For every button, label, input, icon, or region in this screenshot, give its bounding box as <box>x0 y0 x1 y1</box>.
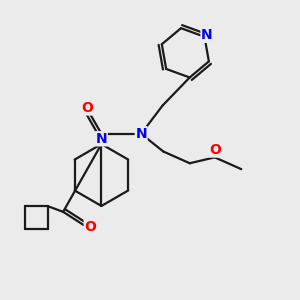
Text: N: N <box>135 127 147 141</box>
Text: N: N <box>96 132 107 146</box>
Text: N: N <box>201 28 213 42</box>
Text: O: O <box>209 143 221 157</box>
Text: O: O <box>84 220 96 234</box>
Text: O: O <box>81 101 93 115</box>
